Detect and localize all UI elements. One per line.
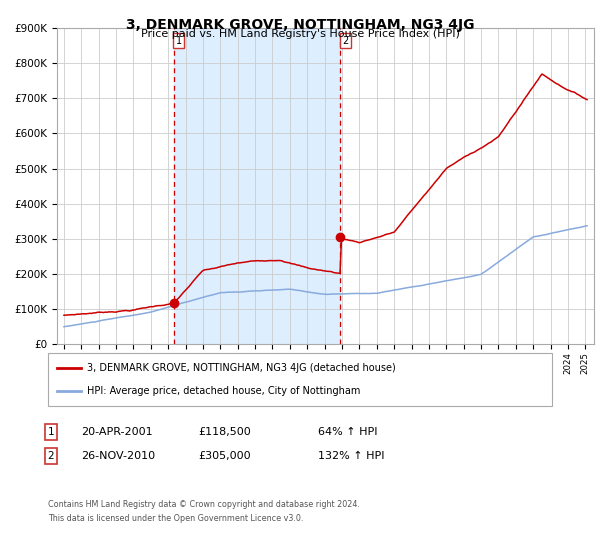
Text: 64% ↑ HPI: 64% ↑ HPI: [318, 427, 377, 437]
Text: This data is licensed under the Open Government Licence v3.0.: This data is licensed under the Open Gov…: [48, 514, 304, 523]
Text: £305,000: £305,000: [198, 451, 251, 461]
Text: HPI: Average price, detached house, City of Nottingham: HPI: Average price, detached house, City…: [87, 386, 361, 396]
Text: 2: 2: [47, 451, 55, 461]
Bar: [173, 28, 340, 344]
Text: 3, DENMARK GROVE, NOTTINGHAM, NG3 4JG: 3, DENMARK GROVE, NOTTINGHAM, NG3 4JG: [126, 18, 474, 32]
Text: 2: 2: [343, 36, 349, 46]
Text: 132% ↑ HPI: 132% ↑ HPI: [318, 451, 385, 461]
Text: Price paid vs. HM Land Registry's House Price Index (HPI): Price paid vs. HM Land Registry's House …: [140, 29, 460, 39]
Text: 26-NOV-2010: 26-NOV-2010: [81, 451, 155, 461]
Text: 1: 1: [176, 36, 182, 46]
Text: 1: 1: [47, 427, 55, 437]
Text: 20-APR-2001: 20-APR-2001: [81, 427, 152, 437]
Text: £118,500: £118,500: [198, 427, 251, 437]
Text: 3, DENMARK GROVE, NOTTINGHAM, NG3 4JG (detached house): 3, DENMARK GROVE, NOTTINGHAM, NG3 4JG (d…: [87, 363, 396, 373]
Text: Contains HM Land Registry data © Crown copyright and database right 2024.: Contains HM Land Registry data © Crown c…: [48, 500, 360, 508]
